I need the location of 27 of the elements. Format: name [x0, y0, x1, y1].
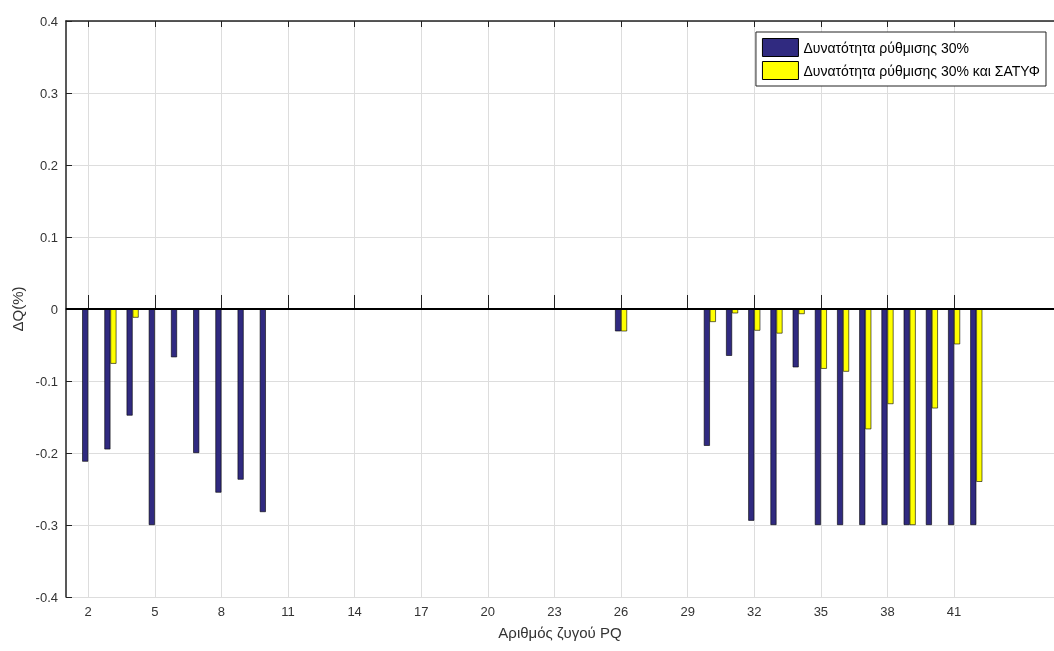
y-tick-label: -0.3: [35, 517, 58, 533]
x-tick-label: 41: [946, 604, 962, 619]
x-tick-label: 14: [347, 604, 362, 619]
x-tick-label: 26: [613, 604, 629, 619]
x-tick-label: 23: [547, 604, 562, 619]
x-axis-title: Αριθμός ζυγού PQ: [498, 624, 622, 641]
y-tick-label: -0.1: [35, 373, 58, 389]
y-tick-label: 0.2: [39, 157, 58, 173]
y-tick-label: 0.4: [39, 13, 58, 29]
x-tick-label: 11: [281, 604, 295, 619]
legend-label: Δυνατότητα ρύθμισης 30%: [803, 39, 969, 56]
x-tick-label: 29: [680, 604, 695, 619]
y-tick-label: -0.4: [35, 589, 58, 605]
y-tick-label: 0.3: [39, 85, 58, 101]
legend-label: Δυνατότητα ρύθμισης 30% και ΣΑΤΥΦ: [803, 62, 1040, 79]
x-tick-label: 32: [747, 604, 762, 619]
x-tick-label: 8: [217, 604, 226, 619]
y-axis-title: ΔQ(%): [8, 286, 26, 332]
x-tick-label: 20: [480, 604, 496, 619]
x-tick-label: 17: [414, 604, 429, 619]
y-tick-label: 0: [50, 301, 58, 317]
y-tick-label: -0.2: [35, 445, 58, 461]
y-tick-label: 0.1: [39, 229, 58, 245]
x-tick-label: 38: [880, 604, 895, 619]
x-tick-label: 5: [151, 604, 159, 619]
x-tick-label: 35: [813, 604, 829, 619]
x-tick-label: 2: [84, 604, 92, 619]
